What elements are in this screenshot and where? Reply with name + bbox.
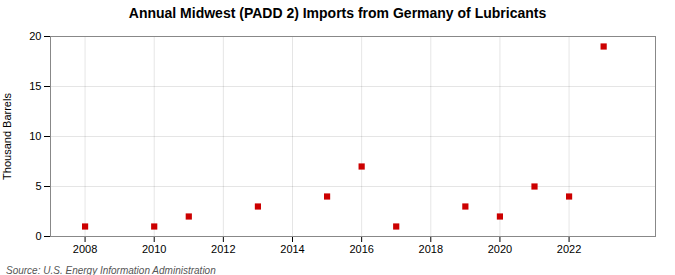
svg-text:2018: 2018	[419, 243, 443, 255]
svg-text:2016: 2016	[349, 243, 373, 255]
html-text:Source: U.S. Energy Informatio: Source: U.S. Energy Information Administ…	[6, 265, 216, 275]
svg-text:10: 10	[29, 130, 41, 142]
svg-text:0: 0	[35, 230, 41, 242]
svg-text:2020: 2020	[488, 243, 512, 255]
svg-text:2008: 2008	[73, 243, 97, 255]
svg-text:2010: 2010	[142, 243, 166, 255]
svg-text:2012: 2012	[211, 243, 235, 255]
svg-text:20: 20	[29, 30, 41, 42]
svg-text:15: 15	[29, 80, 41, 92]
svg-text:Thousand Barrels: Thousand Barrels	[1, 93, 13, 180]
svg-text:2014: 2014	[280, 243, 304, 255]
html-text:Annual Midwest (PADD 2) Import: Annual Midwest (PADD 2) Imports from Ger…	[128, 5, 547, 21]
svg-text:5: 5	[35, 180, 41, 192]
svg-text:2022: 2022	[557, 243, 581, 255]
